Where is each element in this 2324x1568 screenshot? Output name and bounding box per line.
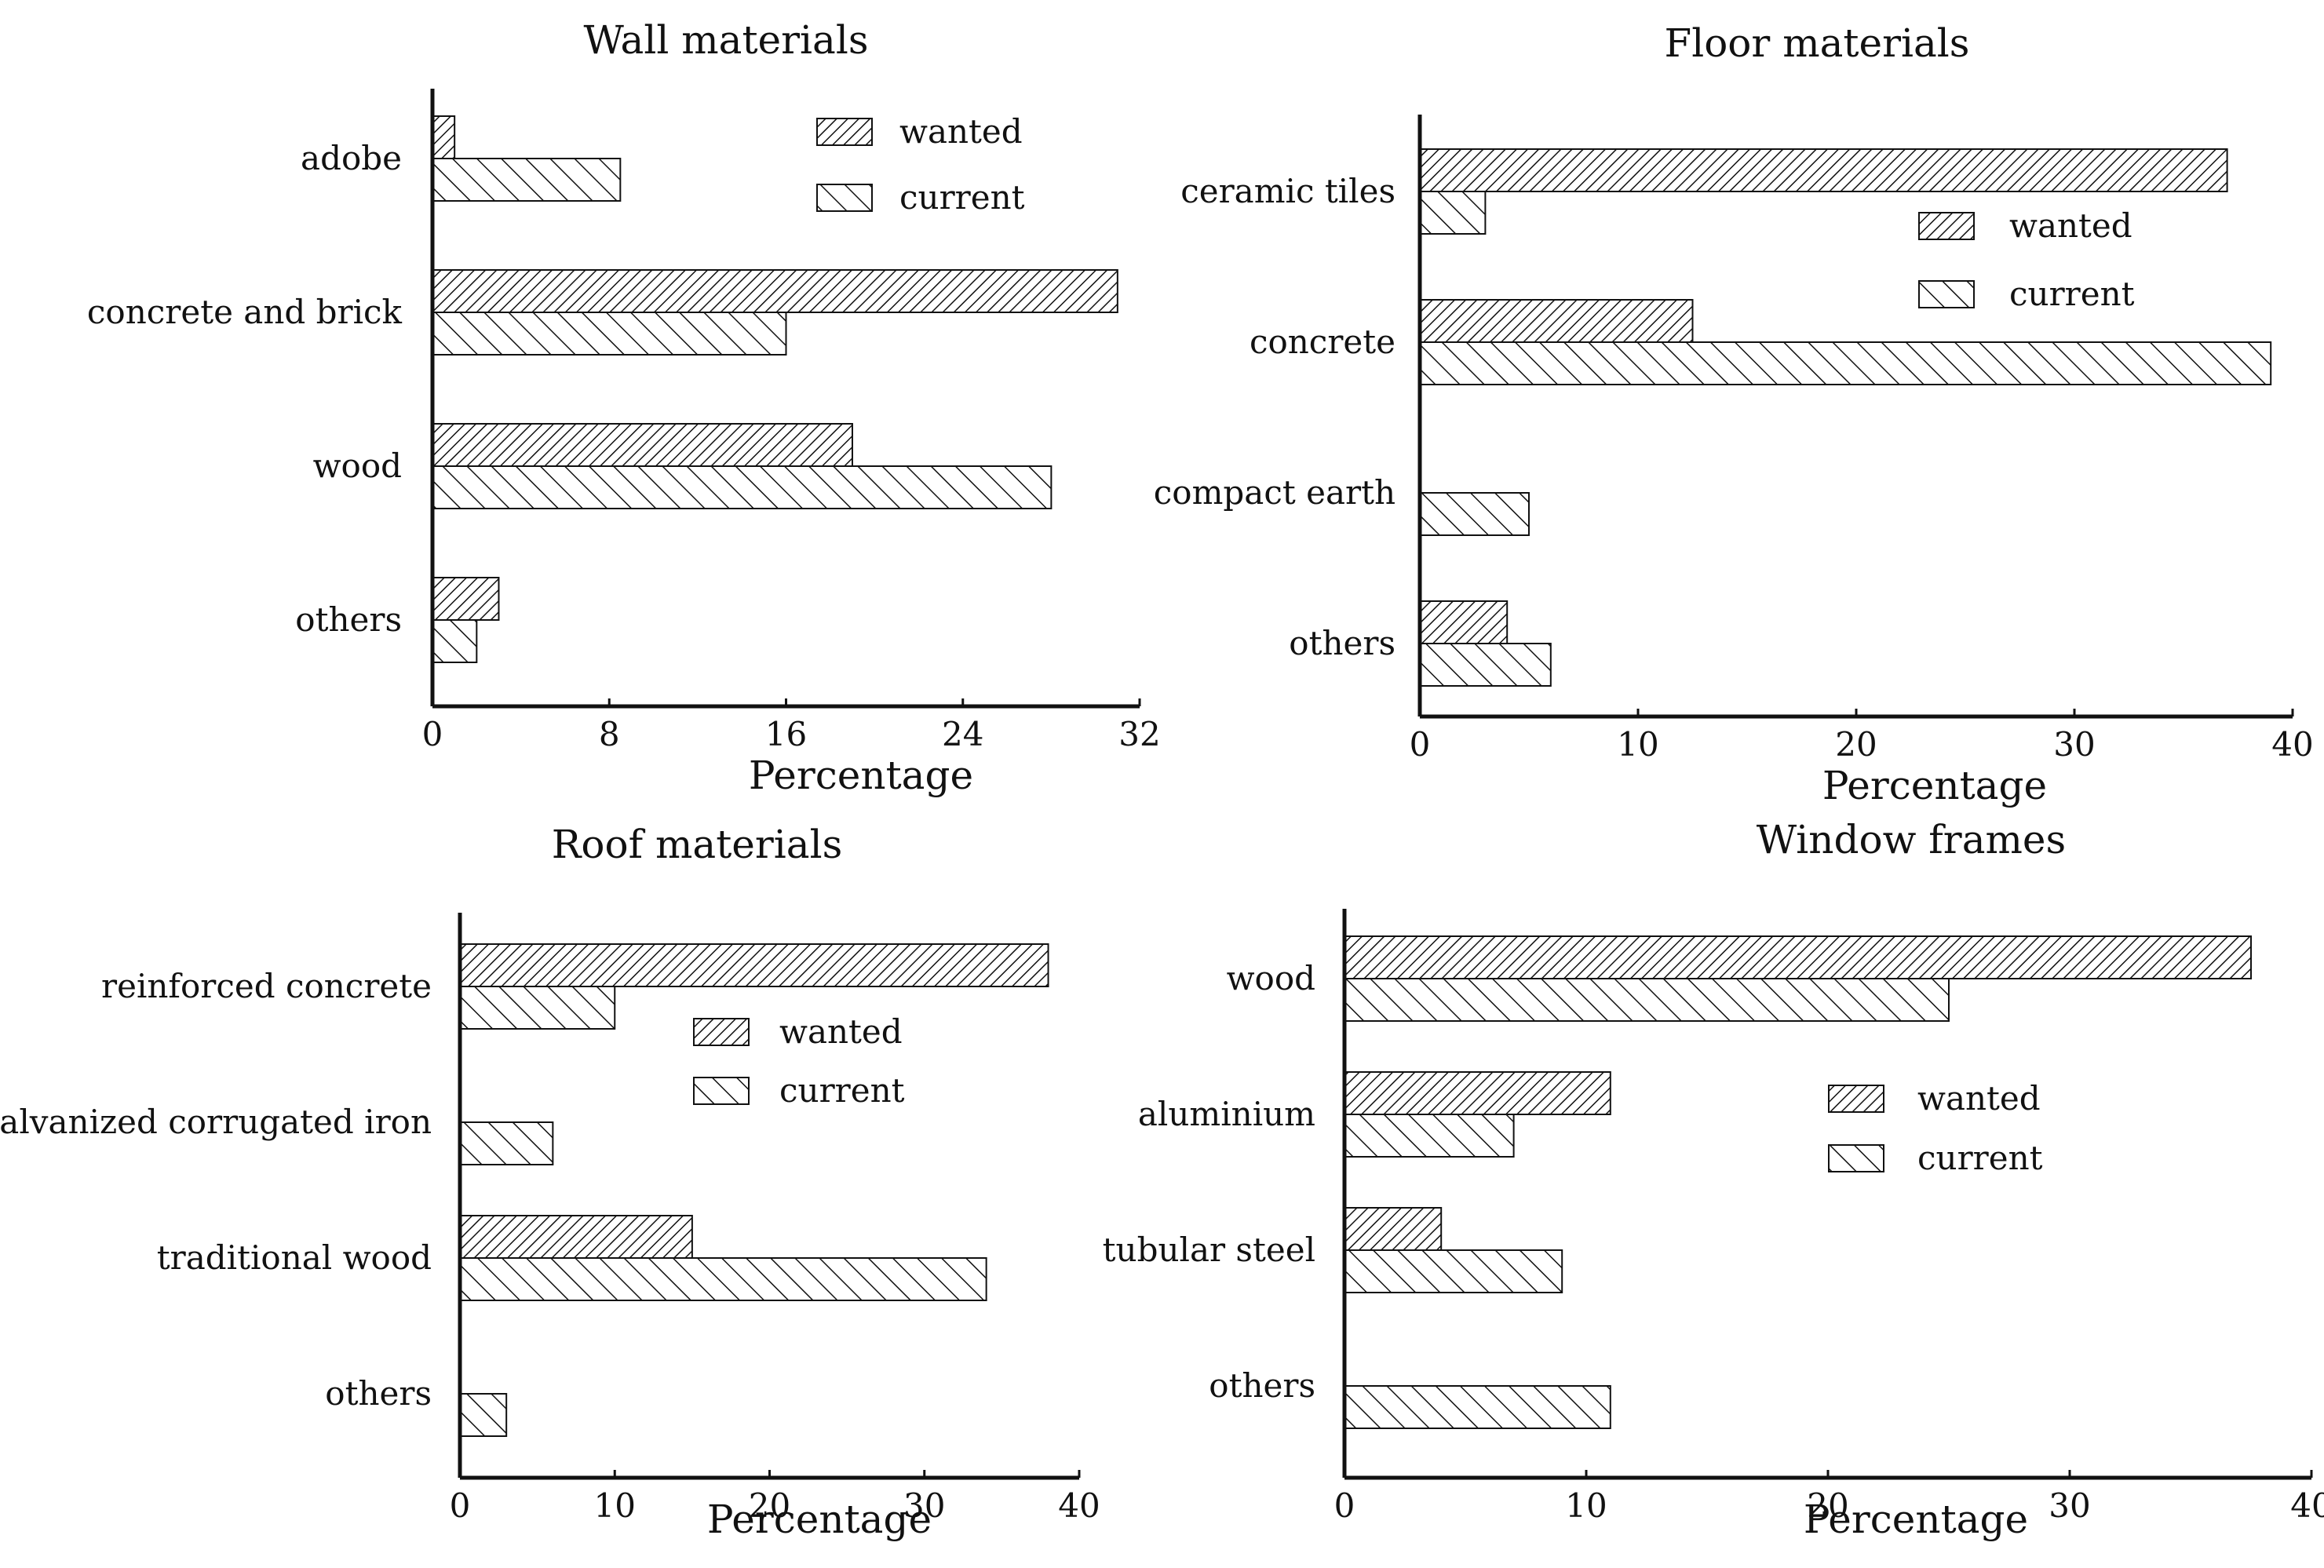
x-tick-label: 0: [450, 1486, 471, 1525]
category-label: ceramic tiles: [1180, 172, 1395, 210]
legend: wanted current: [693, 1012, 905, 1110]
legend-swatch-wanted: [1828, 1085, 1884, 1113]
legend-swatch-current: [1918, 280, 1975, 308]
x-tick-label: 20: [1835, 725, 1877, 764]
bar-current-others: [1419, 643, 1552, 687]
x-axis-label: Percentage: [707, 1497, 932, 1542]
bar-wanted-reinforced-concrete: [459, 943, 1049, 987]
bar-wanted-others: [432, 577, 500, 621]
category-label: adobe: [301, 139, 402, 177]
bar-current-others: [1344, 1385, 1611, 1429]
category-label: others: [325, 1374, 432, 1413]
x-tick-label: 40: [2271, 725, 2313, 764]
legend-swatch-current: [816, 184, 873, 212]
chart-title: Window frames: [1757, 817, 2066, 862]
bar-current-tubular-steel: [1344, 1249, 1563, 1293]
bar-wanted-adobe: [432, 115, 456, 159]
legend-label-current: current: [899, 178, 1025, 217]
legend-swatch-wanted: [1918, 212, 1975, 240]
x-tick-label: 10: [594, 1486, 636, 1525]
x-tick-label: 0: [1410, 725, 1431, 764]
bar-current-reinforced-concrete: [459, 986, 616, 1030]
legend: wanted current: [816, 112, 1025, 217]
bar-current-ceramic-tiles: [1419, 191, 1487, 235]
x-tick-label: 32: [1118, 715, 1160, 753]
bar-current-wood: [1344, 978, 1950, 1022]
bar-current-compact-earth: [1419, 492, 1530, 536]
floor-materials-chart: Floor materials ceramic tiles concrete comp…: [1154, 20, 2314, 808]
bar-current-concrete: [1419, 341, 2272, 385]
bar-wanted-concrete: [1419, 299, 1694, 343]
bar-wanted-ceramic-tiles: [1419, 148, 2228, 192]
x-tick-label: 10: [1565, 1486, 1607, 1525]
bar-wanted-wood: [432, 423, 853, 467]
x-tick-label: 16: [765, 715, 807, 753]
chart-title: Roof materials: [552, 822, 843, 867]
category-label: others: [1289, 624, 1395, 662]
category-label: wood: [313, 447, 402, 485]
x-tick-label: 20: [749, 1486, 790, 1525]
bar-current-wood: [432, 465, 1053, 509]
bar-current-concrete-and-brick: [432, 312, 787, 356]
window-frames-chart: Window frames wood aluminium tubular steel o…: [1103, 817, 2324, 1542]
legend-label-wanted: wanted: [779, 1012, 903, 1051]
x-tick-label: 40: [1058, 1486, 1100, 1525]
wall-materials-chart: Wall materials adobe concrete and brick woo…: [87, 17, 1161, 798]
x-tick-label: 0: [422, 715, 443, 753]
legend-swatch-wanted: [816, 118, 873, 146]
x-axis-label: Percentage: [1822, 763, 2047, 808]
x-tick-label: 0: [1334, 1486, 1355, 1525]
legend-label-wanted: wanted: [899, 112, 1023, 151]
legend-label-current: current: [2009, 275, 2135, 313]
x-tick-label: 40: [2290, 1486, 2324, 1525]
category-label: galvanized corrugated iron: [0, 1103, 432, 1141]
bar-current-others: [432, 619, 478, 663]
x-tick-label: 24: [942, 715, 983, 753]
x-tick-label: 30: [903, 1486, 945, 1525]
category-label: tubular steel: [1103, 1231, 1315, 1269]
legend-swatch-current: [1828, 1144, 1884, 1172]
bar-current-others: [459, 1393, 508, 1437]
bar-current-traditional-wood: [459, 1257, 987, 1301]
bar-wanted-wood: [1344, 935, 2252, 979]
legend-swatch-wanted: [693, 1018, 750, 1046]
category-label: reinforced concrete: [101, 967, 432, 1005]
legend-label-current: current: [779, 1071, 905, 1110]
category-label: wood: [1227, 959, 1315, 997]
category-label: compact earth: [1154, 473, 1395, 512]
category-label: others: [1209, 1366, 1315, 1405]
bar-current-aluminium: [1344, 1114, 1515, 1158]
category-label: aluminium: [1138, 1095, 1315, 1133]
bar-current-galvanized-corrugated-iron: [459, 1121, 554, 1165]
x-tick-label: 30: [2049, 1486, 2090, 1525]
legend: wanted current: [1828, 1079, 2043, 1177]
chart-title: Floor materials: [1665, 20, 1970, 66]
bar-wanted-traditional-wood: [459, 1215, 693, 1259]
roof-materials-chart: Roof materials reinforced concrete galvani…: [0, 822, 1100, 1542]
x-tick-label: 30: [2053, 725, 2095, 764]
legend: wanted current: [1918, 206, 2135, 313]
x-axis-label: Percentage: [749, 753, 973, 798]
legend-swatch-current: [693, 1077, 750, 1105]
chart-title: Wall materials: [584, 17, 869, 63]
category-label: concrete: [1250, 323, 1395, 361]
bar-wanted-concrete-and-brick: [432, 269, 1118, 313]
bar-wanted-others: [1419, 600, 1509, 644]
bar-wanted-tubular-steel: [1344, 1207, 1443, 1251]
x-tick-label: 20: [1807, 1486, 1848, 1525]
x-tick-label: 10: [1617, 725, 1658, 764]
legend-label-current: current: [1917, 1139, 2043, 1177]
legend-label-wanted: wanted: [2009, 206, 2132, 245]
category-label: others: [295, 600, 402, 639]
x-axis-label: Percentage: [1804, 1497, 2028, 1542]
bar-current-adobe: [432, 158, 622, 202]
category-label: concrete and brick: [87, 293, 403, 331]
category-label: traditional wood: [157, 1238, 432, 1277]
legend-label-wanted: wanted: [1917, 1079, 2041, 1118]
bar-wanted-aluminium: [1344, 1071, 1611, 1115]
x-tick-label: 8: [599, 715, 620, 753]
